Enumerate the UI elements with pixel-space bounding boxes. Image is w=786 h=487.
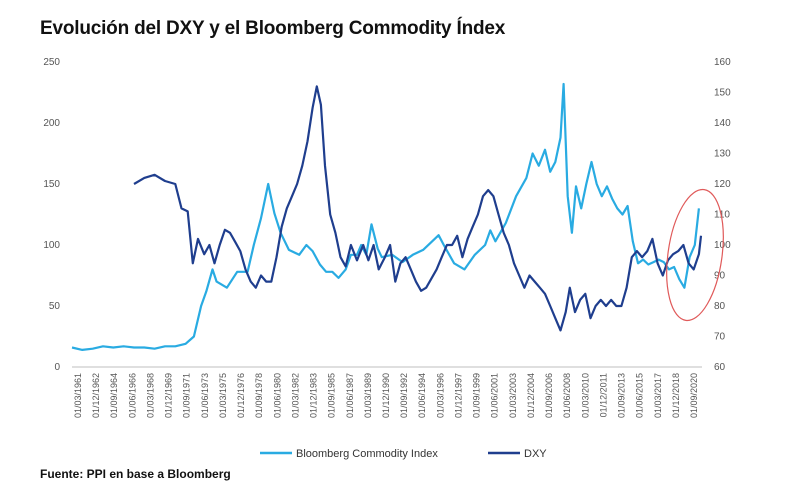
y-right-tick-label: 160	[714, 57, 731, 68]
x-tick-label: 01/06/1987	[345, 373, 355, 418]
y-left-tick-label: 100	[43, 240, 60, 251]
y-right-tick-label: 60	[714, 362, 726, 373]
y-right-tick-label: 110	[714, 210, 730, 221]
x-tick-label: 01/12/2004	[526, 373, 536, 418]
legend-label-dxy: DXY	[524, 448, 547, 460]
x-tick-label: 01/12/2011	[598, 373, 608, 417]
x-tick-label: 01/06/1980	[272, 373, 282, 418]
x-axis-ticks: 01/03/1961 01/12/1962 01/09/1964 01/06/1966…	[73, 373, 699, 418]
legend: Bloomberg Commodity Index DXY	[260, 448, 547, 460]
y-right-tick-label: 150	[714, 88, 731, 99]
x-tick-label: 01/06/2015	[635, 373, 645, 418]
y-left-tick-label: 0	[54, 362, 60, 373]
y-right-tick-label: 70	[714, 332, 726, 343]
x-tick-label: 01/03/1975	[218, 373, 228, 418]
x-tick-label: 01/03/1968	[145, 373, 155, 418]
x-tick-label: 01/03/2017	[653, 373, 663, 418]
x-tick-label: 01/09/1999	[472, 373, 482, 418]
x-tick-label: 01/12/1990	[381, 373, 391, 418]
x-tick-label: 01/12/1983	[309, 373, 319, 418]
y-left-tick-label: 150	[43, 179, 60, 190]
x-tick-label: 01/09/1992	[399, 373, 409, 418]
x-tick-label: 01/03/2010	[580, 373, 590, 418]
x-tick-label: 01/03/1982	[290, 373, 300, 418]
y-left-tick-label: 250	[43, 57, 60, 68]
series-group	[71, 82, 703, 351]
y-right-tick-label: 120	[714, 179, 731, 190]
x-tick-label: 01/03/1961	[73, 373, 83, 418]
source-note: Fuente: PPI en base a Bloomberg	[40, 467, 231, 481]
x-tick-label: 01/12/1962	[91, 373, 101, 418]
y-left-tick-label: 50	[49, 301, 61, 312]
x-tick-label: 01/12/1976	[236, 373, 246, 418]
x-tick-label: 01/03/1989	[363, 373, 373, 418]
x-tick-label: 01/06/1973	[200, 373, 210, 418]
x-tick-label: 01/03/2003	[508, 373, 518, 418]
chart-title: Evolución del DXY y el Bloomberg Commodi…	[40, 18, 506, 39]
x-tick-label: 01/09/2020	[689, 373, 699, 418]
y-axis-left: 0 50 100 150 200 250	[43, 57, 60, 373]
x-tick-label: 01/09/2006	[544, 373, 554, 418]
y-right-tick-label: 130	[714, 149, 731, 160]
series-line-commodity	[71, 82, 700, 351]
x-tick-label: 01/09/1971	[182, 373, 192, 418]
x-tick-label: 01/09/1978	[254, 373, 264, 418]
x-tick-label: 01/12/1969	[164, 373, 174, 418]
x-tick-label: 01/12/1997	[453, 373, 463, 418]
y-left-tick-label: 200	[43, 118, 60, 129]
legend-label-commodity: Bloomberg Commodity Index	[296, 448, 438, 460]
x-tick-label: 01/06/1994	[417, 373, 427, 418]
x-tick-label: 01/12/2018	[671, 373, 681, 418]
y-right-tick-label: 140	[714, 118, 731, 129]
y-right-tick-label: 90	[714, 271, 726, 282]
x-tick-label: 01/09/1964	[109, 373, 119, 418]
highlight-ellipse	[666, 188, 724, 322]
x-tick-label: 01/06/2008	[562, 373, 572, 418]
series-line-dxy	[133, 85, 703, 332]
y-right-tick-label: 80	[714, 301, 726, 312]
x-tick-label: 01/03/1996	[435, 373, 445, 418]
x-tick-label: 01/06/1966	[127, 373, 137, 418]
x-tick-label: 01/09/1985	[327, 373, 337, 418]
x-tick-label: 01/09/2013	[617, 373, 627, 418]
x-tick-label: 01/06/2001	[490, 373, 500, 418]
